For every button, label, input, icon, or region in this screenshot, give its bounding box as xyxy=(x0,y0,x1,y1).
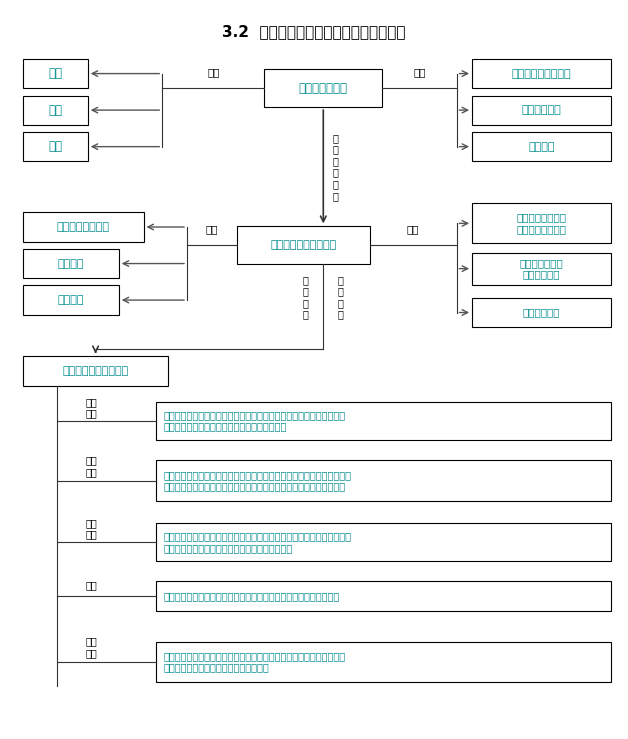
Text: 区段钢结构安装完成：对安装焊缝施工质量、油漆的修补进行检查验收。
检查方法：焊接检查尺量、目视等方法检查验收。: 区段钢结构安装完成：对安装焊缝施工质量、油漆的修补进行检查验收。 检查方法：焊接… xyxy=(163,531,352,553)
FancyBboxPatch shape xyxy=(472,95,612,125)
Text: 要求: 要求 xyxy=(413,67,426,77)
Text: 焊材: 焊材 xyxy=(48,67,62,80)
Text: 钢结构安装过程的监理: 钢结构安装过程的监理 xyxy=(62,366,129,376)
FancyBboxPatch shape xyxy=(472,59,612,88)
Text: 涂料: 涂料 xyxy=(48,103,62,117)
Text: 焊接：检查焊缝外观和内部质量、焊接环境、施焊人员资格。检查方法：
用焊接检验尺、超声波探伤仪、千湿度计及目视等方法进行检查验收。: 焊接：检查焊缝外观和内部质量、焊接环境、施焊人员资格。检查方法： 用焊接检验尺、… xyxy=(163,470,352,491)
Text: 支座检查: 支座检查 xyxy=(58,295,84,305)
FancyBboxPatch shape xyxy=(23,285,119,315)
Text: 材料质保书、合格证: 材料质保书、合格证 xyxy=(512,69,571,78)
FancyBboxPatch shape xyxy=(23,356,168,386)
FancyBboxPatch shape xyxy=(156,460,612,500)
Text: 安装工艺流程及
施工进度计划: 安装工艺流程及 施工进度计划 xyxy=(520,258,563,279)
FancyBboxPatch shape xyxy=(264,69,382,107)
Text: 3.2  钢结构安装工程监理程序及监控内容: 3.2 钢结构安装工程监理程序及监控内容 xyxy=(222,24,406,39)
FancyBboxPatch shape xyxy=(156,641,612,682)
FancyBboxPatch shape xyxy=(156,582,612,610)
Text: 内容: 内容 xyxy=(207,67,220,77)
Text: 符
合
要
求: 符 合 要 求 xyxy=(303,275,309,319)
Text: 提交
验收: 提交 验收 xyxy=(85,518,97,539)
Text: 同
意
制
作: 同 意 制 作 xyxy=(338,275,344,319)
FancyBboxPatch shape xyxy=(472,253,612,285)
FancyBboxPatch shape xyxy=(23,95,88,125)
Text: 检查: 检查 xyxy=(85,580,97,590)
FancyBboxPatch shape xyxy=(156,402,612,440)
FancyBboxPatch shape xyxy=(472,132,612,161)
Text: 安装滑移：检查移位是否同步。检查方法：施工时进行同期见证检查: 安装滑移：检查移位是否同步。检查方法：施工时进行同期见证检查 xyxy=(163,591,340,601)
Text: 外观质量: 外观质量 xyxy=(529,142,555,151)
Text: 检查: 检查 xyxy=(205,224,218,234)
Text: 钢构件的验收报告: 钢构件的验收报告 xyxy=(57,222,110,232)
Text: 区段钢结构安装到位：用测量方法检区段钢钢结构标高，檐口直线度。
检查方法：使用相应的测量仪器进行测量验收。: 区段钢结构安装到位：用测量方法检区段钢钢结构标高，檐口直线度。 检查方法：使用相… xyxy=(163,410,345,432)
Text: 提交
验收: 提交 验收 xyxy=(85,455,97,477)
FancyBboxPatch shape xyxy=(156,523,612,561)
FancyBboxPatch shape xyxy=(23,132,88,161)
Text: 螺栓: 螺栓 xyxy=(48,140,62,153)
Text: 提交
验收: 提交 验收 xyxy=(85,636,97,658)
FancyBboxPatch shape xyxy=(23,249,119,278)
Text: 涂装工艺方案: 涂装工艺方案 xyxy=(523,307,560,318)
Text: 安装方案: 安装方案 xyxy=(58,259,84,268)
Text: 焊工及无损检测人
员资格证书合格证: 焊工及无损检测人 员资格证书合格证 xyxy=(517,213,566,234)
Text: 进场见证检验: 进场见证检验 xyxy=(522,105,561,115)
Text: 原材料质量监理: 原材料质量监理 xyxy=(299,82,348,95)
Text: 钢结构安装条件的监理: 钢结构安装条件的监理 xyxy=(270,240,336,251)
FancyBboxPatch shape xyxy=(23,212,144,242)
Text: 涂料施工：检查施工条件，涂装工序及涂层厚度。检查方法：用干湿度
计、日视、漆膜测厚仪等进行检查验收。: 涂料施工：检查施工条件，涂装工序及涂层厚度。检查方法：用干湿度 计、日视、漆膜测… xyxy=(163,651,345,672)
FancyBboxPatch shape xyxy=(472,298,612,327)
FancyBboxPatch shape xyxy=(472,203,612,243)
FancyBboxPatch shape xyxy=(23,59,88,88)
Text: 符
合
设
计
要
求: 符 合 设 计 要 求 xyxy=(333,133,338,201)
FancyBboxPatch shape xyxy=(237,226,370,265)
Text: 检查: 检查 xyxy=(407,224,420,234)
Text: 提交
验收: 提交 验收 xyxy=(85,397,97,418)
